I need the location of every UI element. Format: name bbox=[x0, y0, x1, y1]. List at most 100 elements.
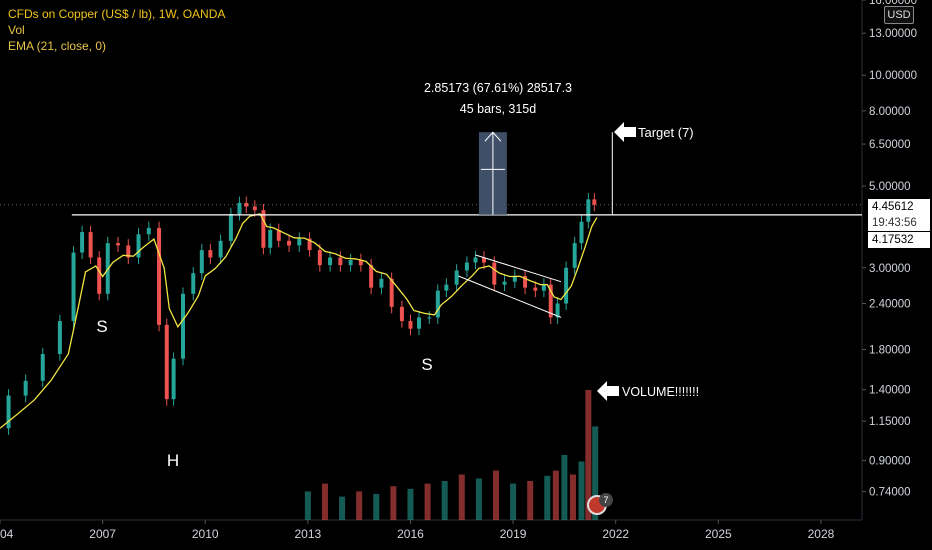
measure-label-line1: 2.85173 (67.61%) 28517.3 bbox=[424, 81, 572, 95]
chart-legend: CFDs on Copper (US$ / lb), 1W, OANDA Vol… bbox=[8, 6, 225, 54]
candle-body bbox=[71, 252, 76, 322]
x-tick-label: 2028 bbox=[808, 527, 835, 541]
y-tick-label: 5.00000 bbox=[869, 181, 911, 193]
volume-bar bbox=[527, 481, 534, 520]
target-label: Target (7) bbox=[638, 125, 694, 140]
x-tick-label: 2025 bbox=[705, 527, 732, 541]
ema-line bbox=[0, 213, 598, 429]
left-shoulder-label: S bbox=[96, 317, 107, 336]
candle-body bbox=[23, 380, 28, 396]
candle-body bbox=[276, 229, 281, 241]
right-shoulder-label: S bbox=[421, 355, 432, 374]
candle-body bbox=[417, 317, 422, 329]
measure-arrow-head bbox=[484, 131, 502, 142]
candle-body bbox=[444, 284, 449, 291]
volume-bar bbox=[458, 474, 465, 520]
y-tick-label: 1.80000 bbox=[869, 345, 911, 357]
candle-body bbox=[80, 232, 85, 253]
candle-body bbox=[208, 250, 213, 258]
candle-body bbox=[358, 259, 363, 266]
x-tick-label: 2022 bbox=[602, 527, 629, 541]
channel-lower-line bbox=[458, 275, 562, 318]
volume-bar bbox=[585, 390, 592, 520]
candle-body bbox=[261, 210, 266, 248]
candle-body bbox=[408, 321, 413, 329]
candle-body bbox=[579, 221, 584, 244]
y-tick-label: 13.00000 bbox=[869, 28, 917, 40]
ema-indicator-label[interactable]: EMA (21, close, 0) bbox=[8, 39, 107, 53]
candle-body bbox=[389, 278, 394, 307]
last-price-label: 4.45612 bbox=[868, 199, 930, 215]
candle-body bbox=[116, 243, 121, 246]
volume-bar bbox=[356, 491, 363, 520]
candle-body bbox=[88, 232, 93, 258]
candle-body bbox=[199, 250, 204, 274]
x-tick-label: 2016 bbox=[397, 527, 424, 541]
y-tick-label: 6.50000 bbox=[869, 139, 911, 151]
candle-body bbox=[228, 213, 233, 241]
candle-body bbox=[548, 284, 553, 318]
candle-body bbox=[40, 354, 45, 381]
volume-indicator-label[interactable]: Vol bbox=[8, 23, 25, 37]
candle-body bbox=[482, 257, 487, 263]
candle-body bbox=[399, 306, 404, 322]
volume-bar bbox=[510, 483, 517, 520]
candle-body bbox=[492, 262, 497, 285]
volume-bar bbox=[578, 461, 585, 520]
candle-body bbox=[237, 202, 242, 214]
candle-body bbox=[181, 293, 186, 359]
x-tick-label: 2019 bbox=[500, 527, 527, 541]
volume-bar bbox=[544, 475, 551, 520]
candle-body bbox=[592, 199, 597, 205]
candle-body bbox=[244, 202, 249, 207]
volume-bar bbox=[492, 470, 499, 520]
candle-body bbox=[533, 287, 538, 291]
horizontal-level-label: 4.17532 bbox=[868, 232, 930, 248]
volume-label: VOLUME!!!!!!! bbox=[622, 385, 699, 399]
volume-bar bbox=[390, 486, 397, 520]
candle-body bbox=[564, 267, 569, 304]
candle-body bbox=[454, 270, 459, 285]
candle-body bbox=[57, 321, 62, 355]
candle-body bbox=[171, 358, 176, 400]
candle-body bbox=[572, 243, 577, 268]
candle-body bbox=[435, 290, 440, 318]
candle-body bbox=[146, 227, 151, 235]
candle-body bbox=[157, 227, 162, 325]
candle-body bbox=[338, 257, 343, 266]
channel-upper-line bbox=[475, 254, 562, 283]
candle-body bbox=[502, 281, 507, 285]
candle-body bbox=[555, 303, 560, 318]
candle-body bbox=[586, 199, 591, 222]
volume-bar bbox=[592, 426, 599, 520]
y-tick-label: 8.00000 bbox=[869, 106, 911, 118]
candle-body bbox=[136, 234, 141, 258]
volume-bar bbox=[407, 488, 414, 520]
candle-body bbox=[287, 240, 292, 246]
volume-bar bbox=[552, 470, 559, 520]
candle-body bbox=[427, 317, 432, 319]
volume-bar bbox=[321, 483, 328, 520]
measure-label-line2: 45 bars, 315d bbox=[460, 102, 536, 116]
candle-body bbox=[307, 238, 312, 251]
symbol-title[interactable]: CFDs on Copper (US$ / lb), 1W, OANDA bbox=[8, 7, 226, 21]
y-tick-label: 1.40000 bbox=[869, 385, 911, 397]
y-tick-label: 0.90000 bbox=[869, 455, 911, 467]
candle-body bbox=[473, 257, 478, 263]
volume-bar bbox=[373, 494, 380, 520]
y-tick-label: 1.15000 bbox=[869, 416, 911, 428]
candle-body bbox=[126, 245, 131, 258]
candle-body bbox=[252, 206, 257, 211]
x-tick-label: 04 bbox=[0, 527, 14, 541]
head-label: H bbox=[167, 451, 179, 470]
candle-body bbox=[348, 259, 353, 266]
candle-body bbox=[512, 275, 517, 282]
candle-body bbox=[218, 240, 223, 258]
candle-body bbox=[97, 257, 102, 294]
candle-body bbox=[369, 265, 374, 288]
currency-button[interactable]: USD bbox=[884, 6, 914, 24]
candle-body bbox=[164, 324, 169, 400]
x-tick-label: 2010 bbox=[192, 527, 219, 541]
y-tick-label: 2.40000 bbox=[869, 298, 911, 310]
